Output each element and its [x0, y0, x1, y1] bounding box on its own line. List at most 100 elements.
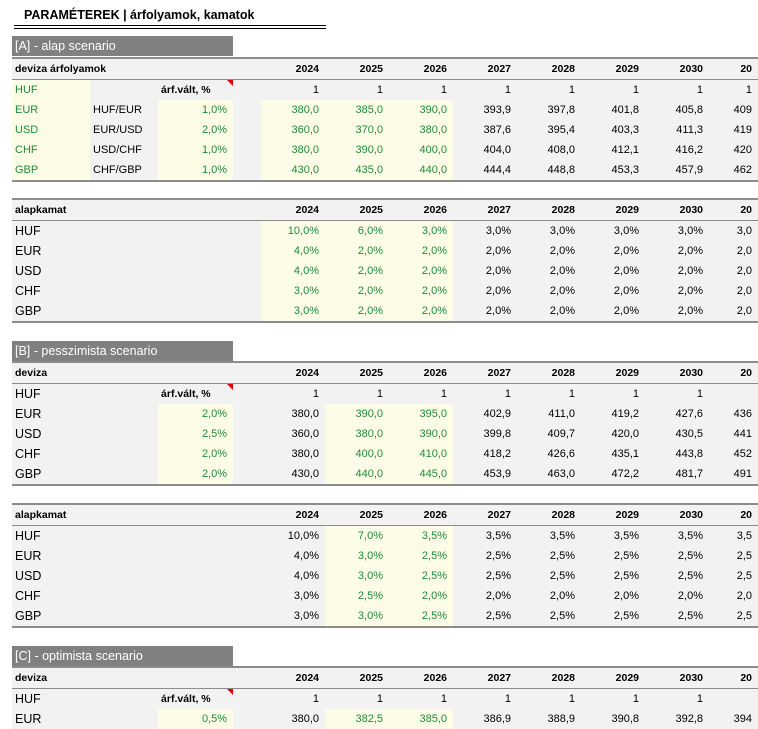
rate-cell[interactable]: 3,5%	[581, 525, 645, 546]
chg-cell[interactable]: 2,0%	[158, 404, 234, 424]
value-cell[interactable]: 360,0	[261, 120, 326, 140]
value-cell[interactable]: 390,8	[581, 709, 646, 729]
value-cell[interactable]: 443,8	[645, 444, 710, 464]
currency-cell[interactable]: EUR	[12, 100, 90, 120]
value-cell[interactable]: 453,3	[581, 160, 646, 182]
value-cell[interactable]: 462	[709, 160, 758, 182]
currency-cell[interactable]: GBP	[12, 160, 90, 182]
value-cell[interactable]: 419	[709, 120, 758, 140]
rate-cell[interactable]: 4,0%	[261, 546, 325, 566]
rate-cell[interactable]: 3,5%	[389, 525, 453, 546]
value-cell[interactable]: 472,2	[581, 464, 646, 486]
rate-cell[interactable]: 2,5%	[581, 566, 645, 586]
rate-cell[interactable]: 4,0%	[261, 241, 325, 261]
value-cell[interactable]: 405,8	[645, 100, 710, 120]
value-cell[interactable]: 402,9	[453, 404, 518, 424]
value-cell[interactable]: 409	[709, 100, 758, 120]
rate-cell[interactable]: 3,5%	[453, 525, 517, 546]
rate-cell[interactable]: 2,0	[709, 301, 758, 323]
rate-cell[interactable]: 2,0%	[453, 241, 517, 261]
rate-cell[interactable]: 2,0%	[645, 586, 709, 606]
rate-cell[interactable]: 3,0	[709, 220, 758, 241]
value-cell[interactable]: 380,0	[261, 140, 326, 160]
rate-cell[interactable]: 2,0%	[581, 261, 645, 281]
rate-cell[interactable]: 3,0%	[325, 606, 389, 628]
chg-cell[interactable]: 2,0%	[158, 464, 234, 486]
value-cell[interactable]: 1	[453, 383, 518, 404]
value-cell[interactable]: 400,0	[389, 140, 454, 160]
rate-cell[interactable]: 2,0%	[517, 586, 581, 606]
value-cell[interactable]: 418,2	[453, 444, 518, 464]
value-cell[interactable]: 452	[709, 444, 758, 464]
rate-cell[interactable]: 3,0%	[581, 220, 645, 241]
value-cell[interactable]: 416,2	[645, 140, 710, 160]
rate-cell[interactable]: 2,0%	[517, 261, 581, 281]
value-cell[interactable]: 404,0	[453, 140, 518, 160]
value-cell[interactable]: 435,1	[581, 444, 646, 464]
rate-cell[interactable]: 2,0%	[453, 586, 517, 606]
rate-cell[interactable]: 2,0%	[389, 261, 453, 281]
rate-cell[interactable]: 2,0	[709, 586, 758, 606]
rate-cell[interactable]: 2,0%	[645, 281, 709, 301]
chg-cell[interactable]: 1,0%	[158, 140, 234, 160]
value-cell[interactable]: 386,9	[453, 709, 518, 729]
value-cell[interactable]: 1	[325, 688, 390, 709]
rate-cell[interactable]: 2,0%	[645, 261, 709, 281]
rate-cell[interactable]: 2,0	[709, 281, 758, 301]
value-cell[interactable]: 1	[261, 383, 326, 404]
chg-cell[interactable]: 2,5%	[158, 424, 234, 444]
rate-cell[interactable]: 2,0%	[453, 281, 517, 301]
currency-cell[interactable]: CHF	[12, 140, 90, 160]
rate-cell[interactable]: 2,0%	[389, 586, 453, 606]
rate-cell[interactable]: 2,5	[709, 546, 758, 566]
value-cell[interactable]: 393,9	[453, 100, 518, 120]
value-cell[interactable]: 382,5	[325, 709, 390, 729]
rate-cell[interactable]: 2,0%	[517, 301, 581, 323]
rate-cell[interactable]: 3,0%	[261, 606, 325, 628]
rate-cell[interactable]: 3,0%	[261, 281, 325, 301]
value-cell[interactable]: 401,8	[581, 100, 646, 120]
value-cell[interactable]: 392,8	[645, 709, 710, 729]
rate-cell[interactable]: 2,0%	[325, 261, 389, 281]
rate-cell[interactable]: 2,0%	[325, 241, 389, 261]
rate-cell[interactable]: 2,0%	[517, 281, 581, 301]
rate-cell[interactable]: 3,0%	[517, 220, 581, 241]
value-cell[interactable]: 1	[453, 688, 518, 709]
value-cell[interactable]: 380,0	[389, 120, 454, 140]
currency-cell[interactable]: USD	[12, 120, 90, 140]
value-cell[interactable]: 380,0	[325, 424, 390, 444]
rate-cell[interactable]: 2,0%	[645, 301, 709, 323]
value-cell[interactable]: 491	[709, 464, 758, 486]
value-cell[interactable]: 390,0	[325, 404, 390, 424]
rate-cell[interactable]: 2,0%	[645, 241, 709, 261]
value-cell[interactable]: 426,6	[517, 444, 582, 464]
rate-cell[interactable]: 3,0%	[645, 220, 709, 241]
rate-cell[interactable]: 2,5%	[389, 566, 453, 586]
value-cell[interactable]: 1	[325, 383, 390, 404]
value-cell[interactable]: 444,4	[453, 160, 518, 182]
rate-cell[interactable]: 2,0%	[389, 281, 453, 301]
rate-cell[interactable]: 3,5%	[517, 525, 581, 546]
value-cell[interactable]: 1	[517, 383, 582, 404]
value-cell[interactable]: 385,0	[389, 709, 454, 729]
value-cell[interactable]: 394	[709, 709, 758, 729]
rate-cell[interactable]: 2,5	[709, 606, 758, 628]
value-cell[interactable]: 408,0	[517, 140, 582, 160]
value-cell[interactable]: 430,5	[645, 424, 710, 444]
rate-cell[interactable]: 2,0%	[453, 301, 517, 323]
rate-cell[interactable]: 2,0%	[453, 261, 517, 281]
value-cell[interactable]: 419,2	[581, 404, 646, 424]
value-cell[interactable]: 1	[581, 383, 646, 404]
value-cell[interactable]	[709, 688, 758, 709]
value-cell[interactable]: 1	[389, 688, 454, 709]
value-cell[interactable]: 370,0	[325, 120, 390, 140]
value-cell[interactable]: 360,0	[261, 424, 326, 444]
value-cell[interactable]: 390,0	[389, 100, 454, 120]
rate-cell[interactable]: 2,5%	[389, 546, 453, 566]
rate-cell[interactable]: 3,5	[709, 525, 758, 546]
value-cell[interactable]: 390,0	[389, 424, 454, 444]
value-cell[interactable]: 1	[261, 79, 326, 100]
chg-cell[interactable]: 2,0%	[158, 444, 234, 464]
chg-cell[interactable]: 0,5%	[158, 709, 234, 729]
value-cell[interactable]: 1	[389, 79, 454, 100]
